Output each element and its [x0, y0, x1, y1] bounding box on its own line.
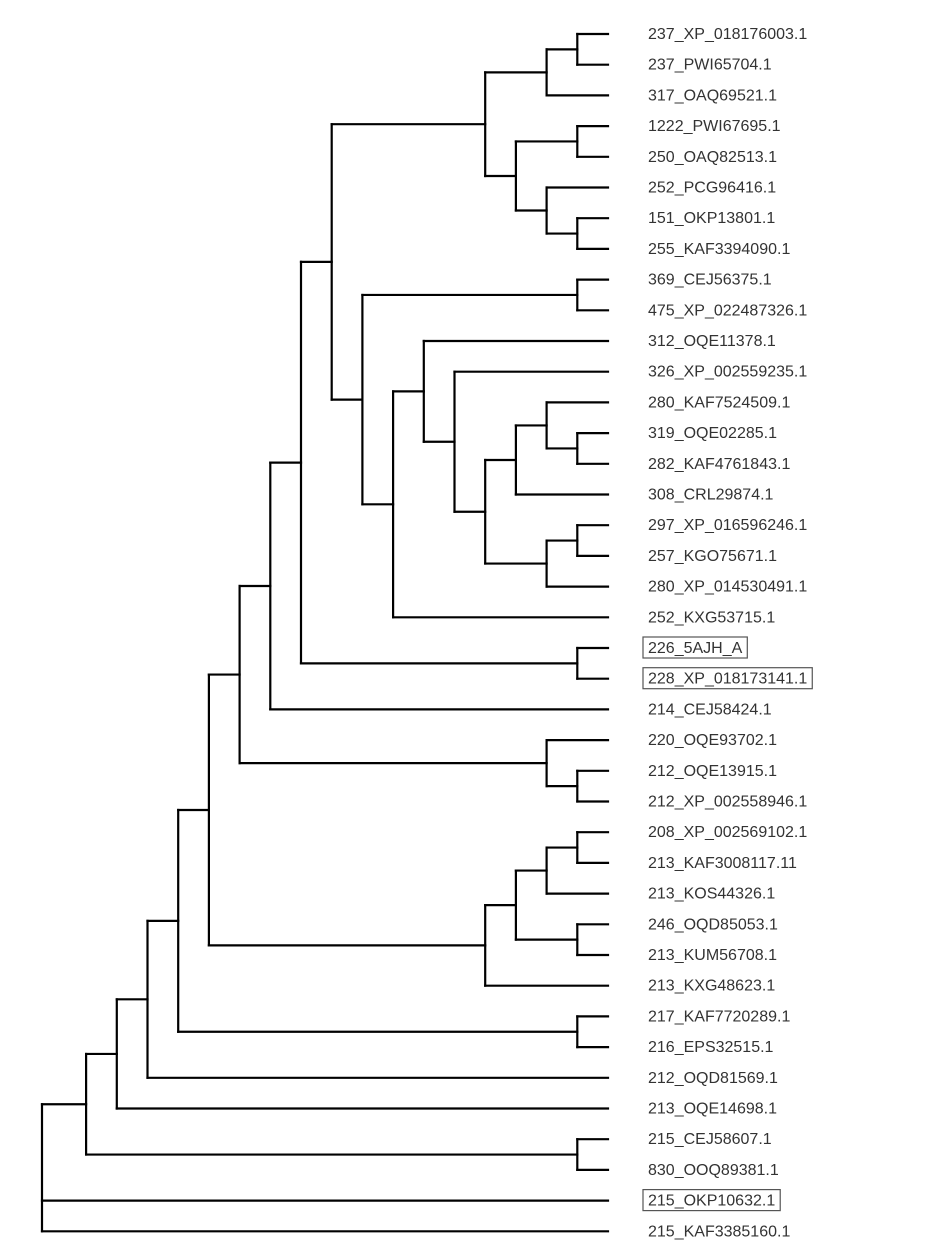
tip-label: 282_KAF4761843.1: [648, 456, 790, 473]
tip-label: 213_KUM56708.1: [648, 947, 777, 964]
tip-label: 257_KGO75671.1: [648, 548, 777, 565]
tip-label: 212_OQD81569.1: [648, 1070, 778, 1087]
highlight-box: [642, 1188, 781, 1212]
tip-label: 237_PWI65704.1: [648, 57, 772, 74]
tip-label: 213_KOS44326.1: [648, 886, 775, 903]
tip-label: 213_KXG48623.1: [648, 978, 775, 995]
tip-label: 246_OQD85053.1: [648, 916, 778, 933]
tip-label: 228_XP_018173141.1: [648, 671, 807, 688]
tip-label: 1222_PWI67695.1: [648, 118, 781, 135]
tip-label: 252_KXG53715.1: [648, 609, 775, 626]
tip-label: 252_PCG96416.1: [648, 180, 776, 197]
tip-label: 216_EPS32515.1: [648, 1039, 774, 1056]
tip-label: 215_KAF3385160.1: [648, 1223, 790, 1240]
tip-label: 151_OKP13801.1: [648, 210, 775, 227]
tip-label: 319_OQE02285.1: [648, 425, 777, 442]
tip-label: 208_XP_002569102.1: [648, 824, 807, 841]
tip-label: 475_XP_022487326.1: [648, 302, 807, 319]
tip-label: 217_KAF7720289.1: [648, 1008, 790, 1025]
tip-label: 280_KAF7524509.1: [648, 394, 790, 411]
tip-label: 280_XP_014530491.1: [648, 579, 807, 596]
tip-label: 237_XP_018176003.1: [648, 26, 807, 43]
tip-label: 212_XP_002558946.1: [648, 794, 807, 811]
tip-label: 830_OOQ89381.1: [648, 1162, 779, 1179]
tip-label: 226_5AJH_A: [648, 640, 743, 657]
tip-label: 213_OQE14698.1: [648, 1101, 777, 1118]
tip-label: 308_CRL29874.1: [648, 487, 774, 504]
tip-label: 317_OAQ69521.1: [648, 87, 777, 104]
tip-label: 215_OKP10632.1: [648, 1193, 775, 1210]
tip-label: 255_KAF3394090.1: [648, 241, 790, 258]
tip-label: 214_CEJ58424.1: [648, 701, 772, 718]
tip-label: 215_CEJ58607.1: [648, 1131, 772, 1148]
tip-label: 326_XP_002559235.1: [648, 364, 807, 381]
highlight-box: [642, 667, 813, 690]
tip-label: 213_KAF3008117.11: [648, 855, 797, 872]
tree-branches: [40, 32, 610, 1233]
tip-label: 220_OQE93702.1: [648, 732, 777, 749]
tip-label: 212_OQE13915.1: [648, 763, 777, 780]
tip-label: 312_OQE11378.1: [648, 333, 776, 350]
tip-labels: 237_XP_018176003.1 237_PWI65704.1 317_OAQ6…: [642, 26, 813, 1240]
tip-label: 250_OAQ82513.1: [648, 149, 777, 166]
tip-label: 297_XP_016596246.1: [648, 517, 807, 534]
tip-label: 369_CEJ56375.1: [648, 272, 772, 289]
highlight-box: [642, 636, 748, 659]
